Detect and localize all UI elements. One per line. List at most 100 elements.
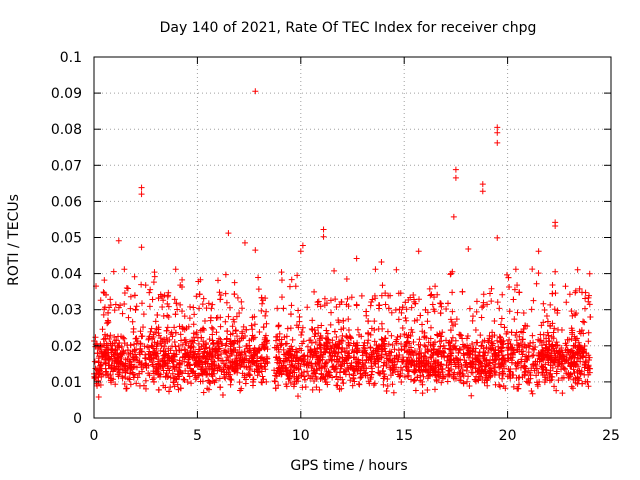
data-point	[195, 340, 202, 347]
data-point	[417, 312, 424, 319]
data-point	[208, 360, 215, 367]
data-point	[343, 333, 350, 340]
data-point	[440, 342, 447, 349]
data-point	[516, 381, 523, 388]
data-point	[408, 326, 415, 333]
data-point	[131, 363, 138, 370]
data-point	[472, 327, 479, 334]
data-point	[163, 369, 170, 376]
data-point	[401, 373, 408, 380]
data-point	[410, 377, 417, 384]
data-point	[262, 360, 269, 367]
data-point	[261, 363, 268, 370]
data-point	[376, 302, 383, 309]
data-point	[140, 311, 147, 318]
data-point	[234, 349, 241, 356]
data-point	[494, 299, 501, 306]
x-tick-label: 10	[292, 428, 310, 444]
data-point	[581, 343, 588, 350]
data-point	[549, 290, 556, 297]
points-layer	[91, 88, 594, 400]
data-point	[449, 289, 456, 296]
data-point	[457, 331, 464, 338]
data-point	[263, 378, 270, 385]
data-point	[514, 282, 521, 289]
data-point	[356, 381, 363, 388]
data-point	[407, 294, 414, 301]
data-point	[513, 329, 520, 336]
data-point	[296, 345, 303, 352]
data-point	[581, 319, 588, 326]
data-point	[236, 344, 243, 351]
data-point	[439, 329, 446, 336]
data-point	[186, 349, 193, 356]
data-point	[427, 324, 434, 331]
data-point	[506, 284, 513, 291]
data-point	[372, 266, 379, 273]
data-point	[225, 357, 232, 364]
data-point	[142, 355, 149, 362]
data-point	[132, 306, 139, 313]
data-point	[248, 359, 255, 366]
data-point	[291, 374, 298, 381]
data-point	[419, 328, 426, 335]
data-point	[415, 248, 422, 255]
data-point	[551, 325, 558, 332]
data-point	[518, 356, 525, 363]
data-point	[273, 372, 280, 379]
data-point	[92, 343, 99, 350]
data-point	[385, 356, 392, 363]
data-point	[540, 319, 547, 326]
data-point	[299, 340, 306, 347]
data-point	[496, 349, 503, 356]
data-point	[334, 342, 341, 349]
data-point	[546, 377, 553, 384]
data-point	[284, 371, 291, 378]
data-point	[138, 244, 145, 251]
data-point	[263, 340, 270, 347]
data-point	[200, 326, 207, 333]
data-point	[126, 376, 133, 383]
data-point	[380, 362, 387, 369]
data-point	[308, 339, 315, 346]
data-point	[113, 337, 120, 344]
data-point	[174, 381, 181, 388]
data-point	[504, 271, 511, 278]
data-point	[374, 355, 381, 362]
data-point	[343, 345, 350, 352]
data-point	[581, 305, 588, 312]
data-point	[133, 340, 140, 347]
data-point	[216, 364, 223, 371]
data-point	[238, 358, 245, 365]
data-point	[412, 300, 419, 307]
data-point	[424, 346, 431, 353]
data-point	[414, 374, 421, 381]
data-point	[539, 346, 546, 353]
data-point	[562, 283, 569, 290]
data-point	[416, 345, 423, 352]
data-point	[341, 349, 348, 356]
data-point	[512, 332, 519, 339]
data-point	[157, 291, 164, 298]
data-point	[425, 339, 432, 346]
data-point	[525, 353, 532, 360]
data-point	[339, 346, 346, 353]
data-point	[323, 327, 330, 334]
chart-title: Day 140 of 2021, Rate Of TEC Index for r…	[160, 20, 537, 36]
data-point	[272, 385, 279, 392]
data-point	[121, 266, 128, 273]
data-point	[415, 355, 422, 362]
data-point	[309, 326, 316, 333]
data-point	[510, 371, 517, 378]
data-point	[562, 340, 569, 347]
data-point	[378, 351, 385, 358]
data-point	[529, 345, 536, 352]
data-point	[481, 366, 488, 373]
data-point	[434, 331, 441, 338]
data-point	[586, 356, 593, 363]
data-point	[228, 376, 235, 383]
data-point	[97, 381, 104, 388]
data-point	[173, 364, 180, 371]
data-point	[491, 350, 498, 357]
data-point	[469, 341, 476, 348]
